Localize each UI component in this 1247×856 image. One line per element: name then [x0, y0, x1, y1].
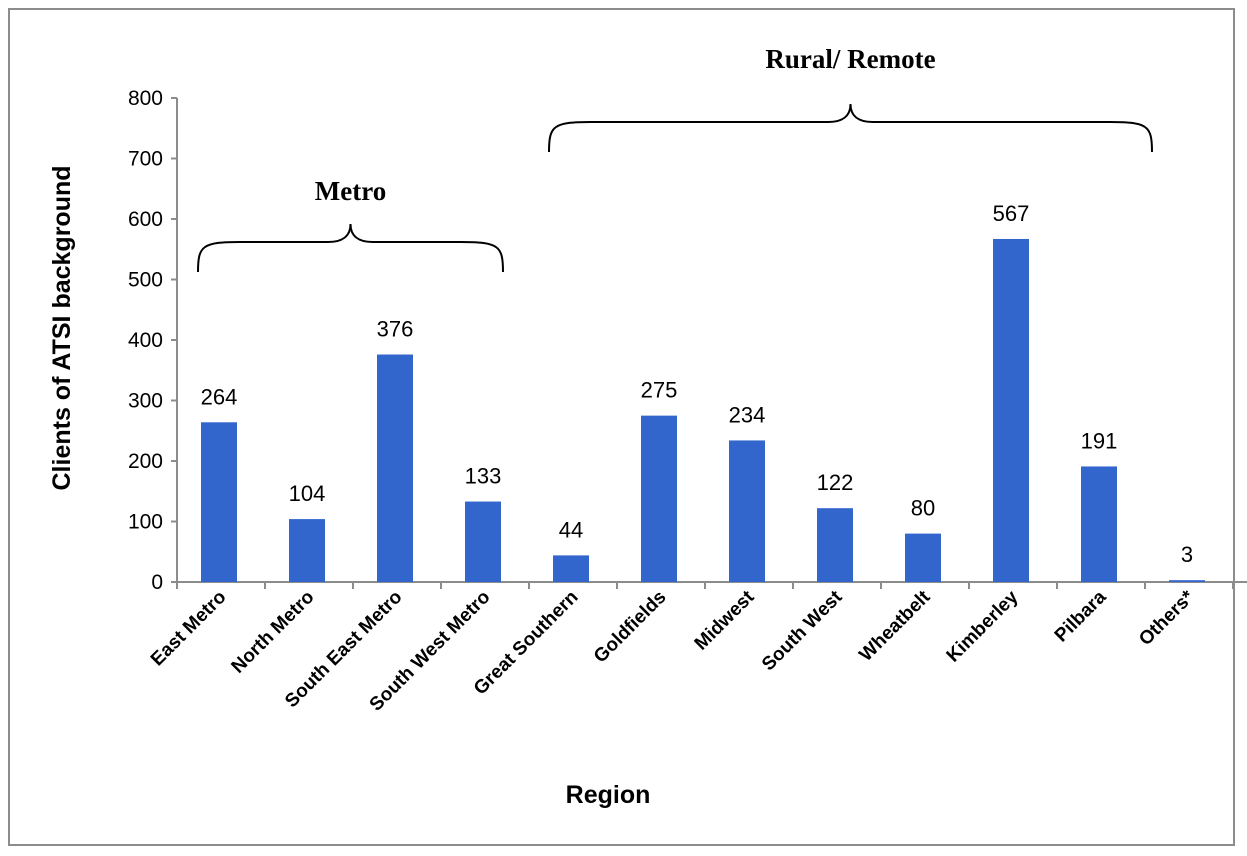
group-label: Rural/ Remote — [765, 44, 935, 74]
data-label: 191 — [1081, 428, 1118, 453]
data-label: 376 — [377, 317, 414, 342]
bar — [729, 440, 765, 582]
bar — [289, 519, 325, 582]
bars — [201, 238, 1205, 582]
bar — [553, 555, 589, 582]
bar — [1081, 466, 1117, 582]
group-label: Metro — [315, 176, 386, 206]
data-label: 275 — [641, 378, 678, 403]
y-tick-label: 100 — [128, 511, 163, 534]
data-label: 80 — [911, 496, 935, 521]
y-tick-label: 700 — [128, 148, 163, 171]
data-label: 122 — [817, 470, 854, 495]
data-label: 133 — [465, 464, 502, 489]
bar — [465, 501, 501, 582]
bar — [993, 238, 1029, 582]
bar — [817, 508, 853, 582]
y-axis-title: Clients of ATSI background — [48, 165, 76, 490]
category-label: Others* — [1135, 586, 1199, 650]
category-label: Wheatbelt — [855, 586, 935, 666]
y-tick-label: 0 — [151, 571, 163, 594]
bar — [377, 354, 413, 582]
y-tick-label: 400 — [128, 329, 163, 352]
bar — [905, 533, 941, 582]
data-labels: 264 104 376 133 44 275 234 122 80 567 191 3 — [201, 201, 1193, 567]
group-brackets: Metro Rural/ Remote — [197, 44, 1153, 273]
y-tick-label: 600 — [128, 208, 163, 231]
data-label: 234 — [729, 402, 766, 427]
category-label: Midwest — [691, 586, 759, 654]
category-label: Goldfields — [590, 587, 671, 668]
group-bracket — [197, 223, 504, 273]
category-label: South West — [758, 586, 847, 675]
data-label: 3 — [1181, 542, 1193, 567]
y-tick-label: 200 — [128, 450, 163, 473]
y-ticks: 0 100 200 300 400 500 600 700 800 — [128, 87, 177, 594]
category-label: East Metro — [147, 587, 231, 671]
data-label: 44 — [559, 517, 583, 542]
bar — [1169, 580, 1205, 582]
group-bracket — [548, 103, 1153, 153]
data-label: 264 — [201, 384, 238, 409]
bar — [641, 415, 677, 582]
category-label: Kimberley — [943, 586, 1023, 666]
category-label: North Metro — [228, 587, 319, 678]
x-axis-title: Region — [566, 781, 651, 809]
data-label: 567 — [993, 201, 1030, 226]
category-label: Pilbara — [1051, 586, 1111, 646]
data-label: 104 — [289, 481, 326, 506]
y-tick-label: 500 — [128, 269, 163, 292]
y-tick-label: 800 — [128, 87, 163, 110]
y-tick-label: 300 — [128, 390, 163, 413]
bar — [201, 422, 237, 582]
